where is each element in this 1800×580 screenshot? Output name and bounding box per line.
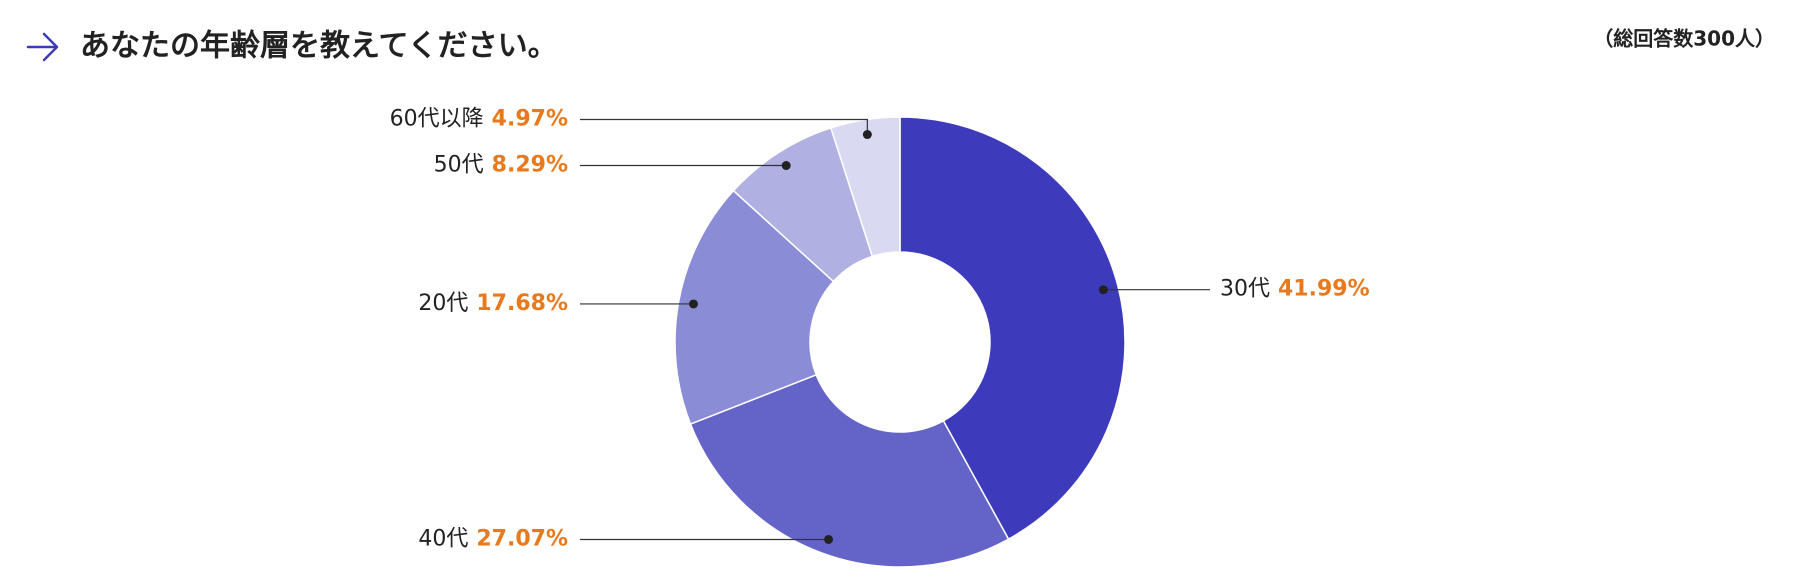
donut-slice <box>689 373 1010 568</box>
leader-dot <box>862 130 872 140</box>
donut-slice <box>899 116 1126 541</box>
value-label: 27.07% <box>476 526 568 551</box>
slice-label: 50代 8.29% <box>434 153 568 178</box>
leader-dot <box>688 299 698 309</box>
slice-label: 20代 17.68% <box>418 291 568 316</box>
leader-dot <box>824 534 834 544</box>
category-label: 60代以降 <box>390 107 484 132</box>
donut-slice <box>674 189 835 426</box>
slice-label: 30代 41.99% <box>1220 277 1370 302</box>
leader-line <box>580 118 868 135</box>
value-label: 8.29% <box>492 153 568 178</box>
chart-title: あなたの年齢層を教えてください。 <box>80 29 558 64</box>
value-label: 4.97% <box>492 107 568 132</box>
donut-slice <box>829 116 901 258</box>
value-label: 17.68% <box>476 291 568 316</box>
title-icon <box>26 32 59 62</box>
slice-label: 40代 27.07% <box>418 526 568 551</box>
category-label: 50代 <box>434 153 484 178</box>
category-label: 40代 <box>418 526 468 551</box>
leader-dot <box>1098 285 1108 295</box>
category-label: 20代 <box>418 291 468 316</box>
slice-label: 60代以降 4.97% <box>390 107 568 132</box>
leader-dot <box>781 161 791 171</box>
note: （総回答数300人） <box>1593 27 1775 51</box>
value-label: 41.99% <box>1278 277 1370 302</box>
category-label: 30代 <box>1220 277 1270 302</box>
